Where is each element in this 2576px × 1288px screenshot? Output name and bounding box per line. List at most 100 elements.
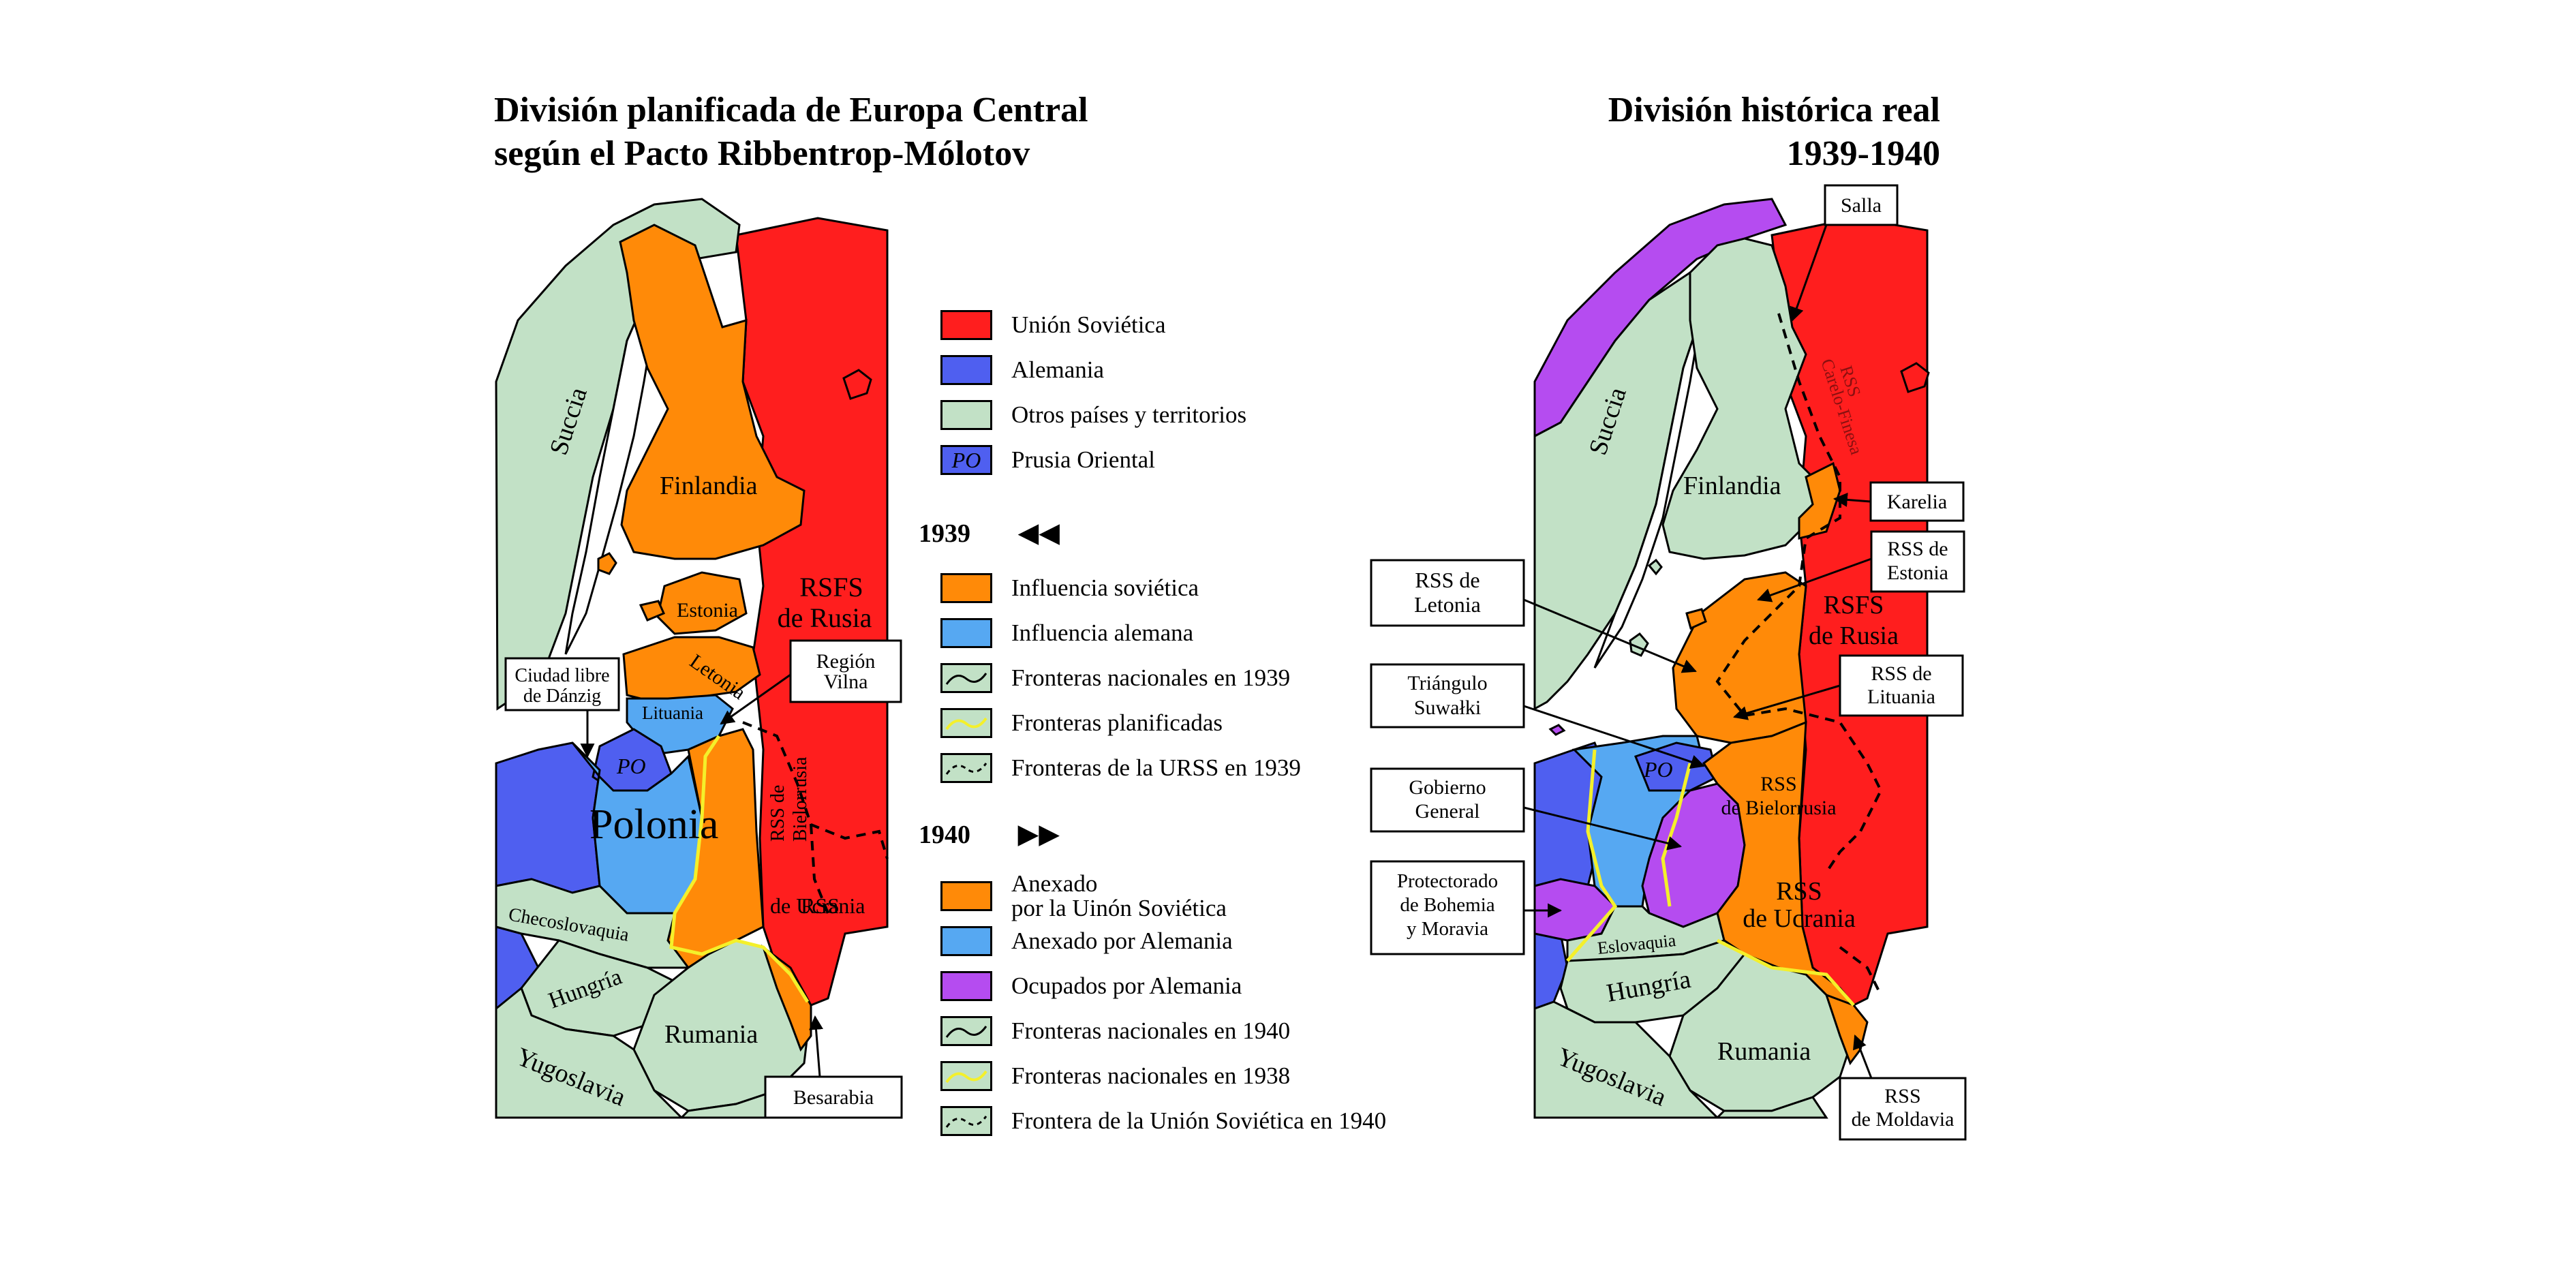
callout-vilna-line-2: Vilna — [824, 671, 868, 693]
callout-letonia-line-2: Letonia — [1414, 592, 1481, 617]
left-planned-border — [669, 735, 810, 1003]
left-label-bielorrusia-2: Bielorrusia — [790, 756, 811, 842]
legend-swatch: PO — [940, 445, 992, 475]
callout-karelia: Karelia — [1833, 481, 1965, 522]
left-label-estonia: Estonia — [677, 599, 738, 622]
right-ussr-border-1940 — [1715, 313, 1883, 874]
legend-item: Ocupados por Alemania — [940, 969, 1242, 1003]
callout-besarabia-label: Besarabia — [793, 1086, 874, 1109]
left-gotland — [597, 552, 617, 575]
callout-protectorado-line-1: Protectorado — [1397, 870, 1498, 892]
left-czechoslovakia — [495, 878, 690, 969]
callout-estonia: RSS de Estonia — [1757, 530, 1965, 602]
left-germany — [495, 741, 601, 894]
legend-label: Alemania — [1011, 356, 1105, 383]
legend-item: Alemania — [940, 353, 1104, 387]
legend-swatch — [940, 355, 992, 385]
left-label-ucrania: de Ucrania — [770, 893, 865, 918]
legend-swatch — [940, 573, 992, 603]
callout-protectorado-line-3: y Moravia — [1407, 918, 1488, 940]
callout-gobierno-line-2: General — [1415, 800, 1480, 823]
legend-label: Fronteras nacionales en 1938 — [1011, 1062, 1291, 1089]
right-label-rumania: Rumania — [1717, 1037, 1811, 1066]
legend-label: Fronteras de la URSS en 1939 — [1011, 754, 1301, 781]
legend-badge: PO — [951, 448, 981, 472]
callout-karelia-label: Karelia — [1887, 491, 1947, 513]
right-label-finlandia: Finlandia — [1683, 472, 1781, 500]
callout-besarabia: Besarabia — [764, 1015, 903, 1119]
callout-gobierno-line-1: Gobierno — [1409, 776, 1486, 799]
legend-swatch — [940, 753, 992, 783]
legend-label: Ocupados por Alemania — [1011, 972, 1242, 999]
legend-label-line: por la Uinón Soviética — [1011, 895, 1227, 921]
legend: Unión Soviética Alemania Otros países y te… — [919, 300, 1438, 1145]
left-label-finlandia: Finlandia — [660, 472, 758, 500]
callout-gobierno: Gobierno General — [1370, 767, 1683, 850]
legend-label: Influencia soviética — [1011, 574, 1199, 601]
right-aland — [1647, 558, 1663, 576]
left-map-title: División planificada de Europa Central s… — [494, 89, 1088, 176]
callout-lituania: RSS de Lituania — [1732, 654, 1964, 720]
legend-item: Fronteras nacionales en 1940 — [940, 1014, 1290, 1048]
left-finland — [619, 224, 806, 560]
callout-salla: Salla — [1790, 184, 1899, 322]
callout-suwalki-line-1: Triángulo — [1407, 672, 1487, 694]
legend-label: Fronteras nacionales en 1940 — [1011, 1017, 1291, 1044]
legend-swatch — [940, 663, 992, 693]
right-baltic-ssrs — [1672, 571, 1807, 744]
legend-swatch — [940, 1061, 992, 1091]
left-label-rsfs-2: de Rusia — [778, 602, 872, 633]
callout-danzig: Ciudad libre de Dánzig — [504, 657, 620, 758]
legend-swatch — [940, 971, 992, 1001]
callout-danzig-line-2: de Dánzig — [523, 686, 601, 707]
right-map-title: División histórica real 1939-1940 — [1608, 89, 1940, 176]
right-label-rsfs: RSFS — [1824, 591, 1884, 619]
right-kola-island — [1900, 362, 1930, 393]
legend-label: Anexado por la Uinón Soviética — [1011, 872, 1227, 921]
left-kola-island — [842, 369, 872, 400]
callout-letonia-line-1: RSS de — [1415, 568, 1479, 592]
legend-swatch — [940, 1106, 992, 1136]
legend-1940-arrows: ▶▶ — [1017, 818, 1060, 849]
legend-1939-arrows: ◀◀ — [1017, 517, 1060, 548]
left-title-line-2: según el Pacto Ribbentrop-Mólotov — [494, 134, 1030, 173]
callout-salla-label: Salla — [1841, 194, 1882, 217]
right-label-ucrania-1: RSS — [1776, 877, 1822, 906]
right-ussr-border-1940-b — [1839, 946, 1882, 996]
callout-moldavia: RSS de Moldavia — [1839, 1034, 1967, 1141]
legend-item: PO Prusia Oriental — [940, 443, 1155, 477]
legend-swatch — [940, 310, 992, 340]
left-map: Succia Finlandia Estonia Letonia Lituani… — [495, 198, 903, 1119]
callout-letonia: RSS de Letonia — [1370, 559, 1697, 673]
legend-item: Influencia soviética — [940, 571, 1199, 605]
callout-suwalki-line-2: Suwałki — [1414, 696, 1481, 719]
legend-label: Fronteras nacionales en 1939 — [1011, 664, 1291, 691]
legend-label: Unión Soviética — [1011, 311, 1166, 338]
callout-lituania-line-1: RSS de — [1871, 662, 1931, 685]
callout-moldavia-line-2: de Moldavia — [1852, 1108, 1954, 1131]
legend-swatch — [940, 708, 992, 738]
right-balkans-east — [1715, 1096, 1828, 1119]
left-estonia — [656, 571, 748, 635]
legend-1939-year: 1939 — [919, 519, 970, 548]
callout-protectorado-line-2: de Bohemia — [1400, 894, 1494, 916]
legend-label: Anexado por Alemania — [1011, 927, 1233, 954]
callout-estonia-line-2: Estonia — [1887, 562, 1948, 584]
legend-label: Fronteras planificadas — [1011, 709, 1223, 736]
legend-item: Influencia alemana — [940, 616, 1193, 650]
legend-label: Otros países y territorios — [1011, 401, 1247, 428]
left-bessarabia — [761, 944, 812, 1052]
left-title-line-1: División planificada de Europa Central — [494, 91, 1088, 129]
left-label-rss-overlap: RSS — [801, 893, 840, 918]
legend-swatch — [940, 1016, 992, 1046]
legend-swatch — [940, 881, 992, 911]
legend-label-line: Anexado — [1011, 870, 1098, 897]
left-label-polonia: Polonia — [589, 801, 718, 848]
right-label-bielorrusia-1: RSS — [1760, 773, 1796, 795]
legend-swatch — [940, 926, 992, 956]
legend-label: Influencia alemana — [1011, 619, 1194, 646]
callout-danzig-line-1: Ciudad libre — [515, 665, 609, 686]
left-label-bielorrusia: RSS de — [767, 785, 788, 842]
legend-1940-heading: 1940 ▶▶ — [919, 818, 1060, 850]
callout-estonia-line-1: RSS de — [1887, 538, 1948, 560]
